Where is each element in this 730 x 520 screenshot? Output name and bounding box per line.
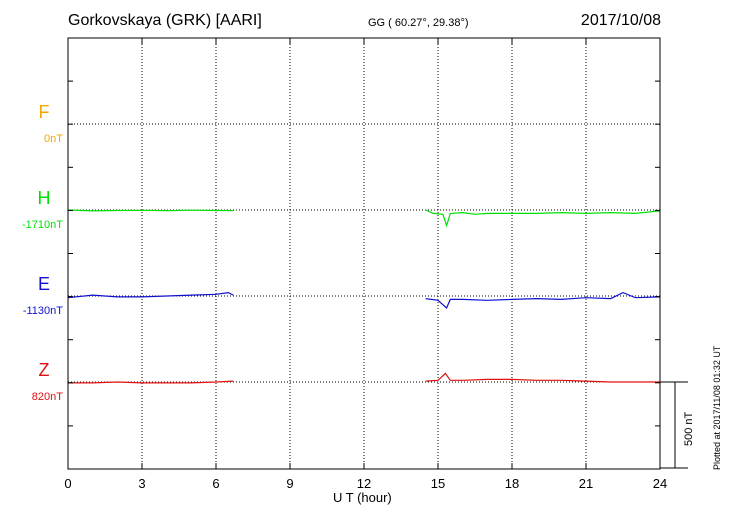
x-tick-label: 3 — [138, 476, 145, 491]
component-letter: E — [38, 274, 50, 294]
baseline-lines — [68, 123, 660, 383]
component-baseline: 820nT — [32, 391, 63, 403]
trace-lines — [67, 209, 661, 384]
x-tick-label: 9 — [286, 476, 293, 491]
component-labels: F 0nT H -1710nT E -1130nT Z 820nT — [22, 102, 63, 403]
trace-z — [68, 380, 234, 384]
x-axis-label: U T (hour) — [333, 490, 392, 505]
component-letter: F — [39, 102, 50, 122]
x-tick-label: 21 — [579, 476, 593, 491]
scale-bar-label: 500 nT — [683, 411, 695, 446]
trace-z — [425, 372, 660, 383]
axis-ticks — [67, 37, 661, 470]
component-letter: H — [38, 188, 51, 208]
component-baseline: -1710nT — [22, 219, 63, 231]
trace-e — [67, 291, 234, 299]
trace-e — [425, 291, 661, 310]
component-baseline: -1130nT — [23, 305, 63, 317]
x-tick-label: 24 — [653, 476, 667, 491]
station-title: Gorkovskaya (GRK) [AARI] — [68, 12, 262, 29]
plotted-timestamp: Plotted at 2017/11/08 01:32 UT — [712, 345, 722, 470]
x-tick-label: 18 — [505, 476, 519, 491]
component-letter: Z — [39, 360, 50, 380]
plot-date: 2017/10/08 — [580, 12, 661, 29]
grid-lines — [141, 38, 587, 469]
scale-bar — [660, 381, 688, 469]
x-tick-label: 15 — [431, 476, 445, 491]
geographic-coords: GG ( 60.27°, 29.38°) — [368, 17, 469, 29]
x-tick-labels: 0 3 6 9 12 15 18 21 24 — [64, 476, 667, 491]
x-tick-label: 12 — [357, 476, 371, 491]
trace-h — [425, 209, 661, 228]
x-tick-label: 0 — [64, 476, 71, 491]
component-baseline: 0nT — [44, 133, 63, 145]
trace-h — [67, 209, 234, 212]
x-tick-label: 6 — [212, 476, 219, 491]
